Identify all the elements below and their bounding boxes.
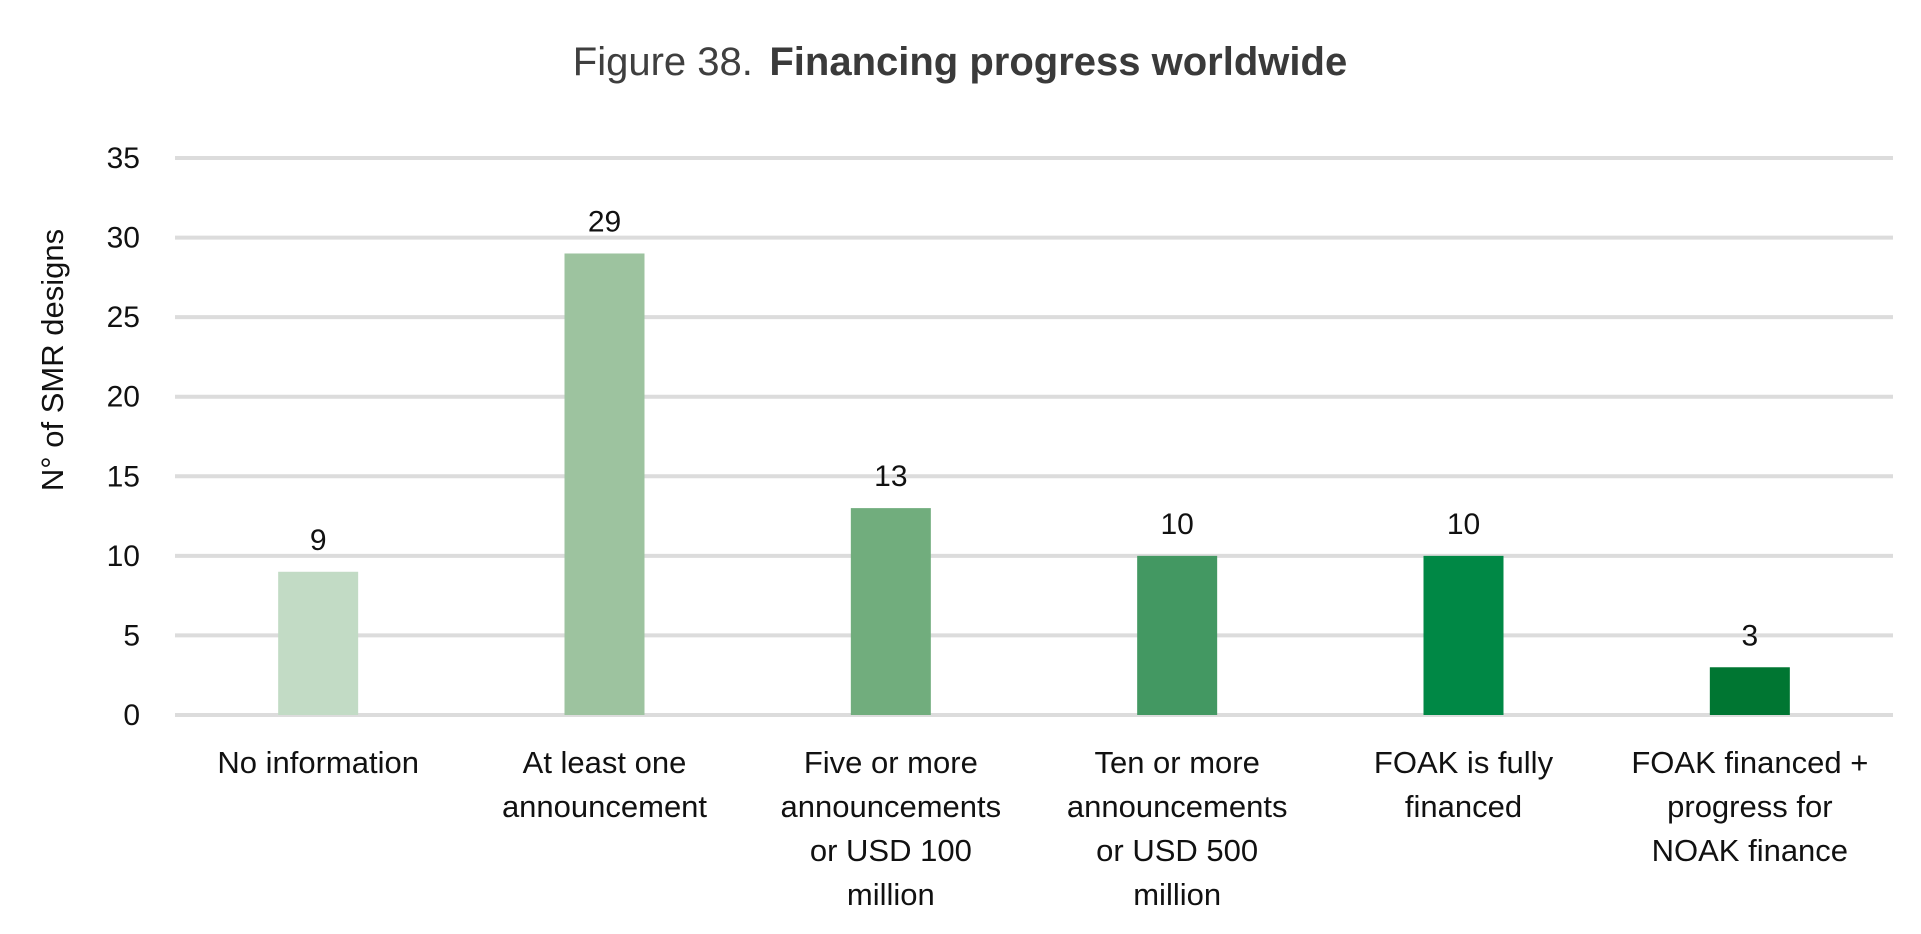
category-label-1: At least one announcement bbox=[502, 745, 707, 824]
chart-title: Figure 38. Financing progress worldwide bbox=[573, 40, 1347, 84]
data-label-3: 10 bbox=[1160, 508, 1193, 541]
bar-4 bbox=[1423, 555, 1504, 715]
y-tick-label-15: 15 bbox=[107, 460, 140, 493]
bar-3 bbox=[1137, 555, 1218, 715]
y-tick-label-20: 20 bbox=[107, 381, 140, 414]
y-axis-title: N° of SMR designs bbox=[35, 229, 70, 491]
category-label-line: million bbox=[847, 877, 935, 912]
data-label-1: 29 bbox=[588, 205, 621, 238]
data-labels: 9 29 13 10 10 3 bbox=[310, 205, 1758, 652]
category-label-3: Ten or more announcements or USD 500 millio… bbox=[1067, 745, 1288, 912]
data-label-4: 10 bbox=[1447, 508, 1480, 541]
category-label-line: No information bbox=[217, 745, 419, 780]
grid-lines bbox=[175, 156, 1893, 717]
x-axis-category-labels: No information At least one announcement Fi… bbox=[217, 745, 1868, 912]
y-tick-label-5: 5 bbox=[123, 619, 140, 652]
category-label-line: progress for bbox=[1667, 789, 1832, 824]
category-label-line: financed bbox=[1405, 789, 1522, 824]
chart-title-main: Financing progress worldwide bbox=[769, 40, 1347, 84]
category-label-5: FOAK financed + progress for NOAK finance bbox=[1631, 745, 1868, 868]
data-label-5: 3 bbox=[1741, 619, 1758, 652]
bar-2 bbox=[850, 508, 931, 715]
y-tick-label-35: 35 bbox=[107, 142, 140, 175]
bar-1 bbox=[564, 253, 645, 715]
y-tick-label-0: 0 bbox=[123, 699, 140, 732]
y-tick-label-25: 25 bbox=[107, 301, 140, 334]
category-label-line: NOAK finance bbox=[1652, 833, 1848, 868]
chart-title-prefix: Figure 38. bbox=[573, 40, 753, 84]
y-tick-label-10: 10 bbox=[107, 540, 140, 573]
category-label-line: announcements bbox=[781, 789, 1002, 824]
y-tick-label-30: 30 bbox=[107, 222, 140, 255]
category-label-line: FOAK financed + bbox=[1631, 745, 1868, 780]
data-label-2: 13 bbox=[874, 460, 907, 493]
bar-0 bbox=[278, 571, 359, 715]
category-label-2: Five or more announcements or USD 100 milli… bbox=[781, 745, 1002, 912]
category-label-line: Five or more bbox=[804, 745, 978, 780]
category-label-line: Ten or more bbox=[1094, 745, 1259, 780]
data-label-0: 9 bbox=[310, 524, 327, 557]
category-label-line: announcements bbox=[1067, 789, 1288, 824]
category-label-line: At least one bbox=[523, 745, 687, 780]
y-axis-tick-labels: 0 5 10 15 20 25 30 35 bbox=[107, 142, 140, 732]
category-label-line: FOAK is fully bbox=[1374, 745, 1554, 780]
category-label-line: million bbox=[1133, 877, 1221, 912]
category-label-line: announcement bbox=[502, 789, 707, 824]
bar-5 bbox=[1709, 667, 1790, 715]
category-label-0: No information bbox=[217, 745, 419, 780]
category-label-4: FOAK is fully financed bbox=[1374, 745, 1554, 824]
bars bbox=[278, 253, 1790, 715]
category-label-line: or USD 100 bbox=[810, 833, 972, 868]
category-label-line: or USD 500 bbox=[1096, 833, 1258, 868]
